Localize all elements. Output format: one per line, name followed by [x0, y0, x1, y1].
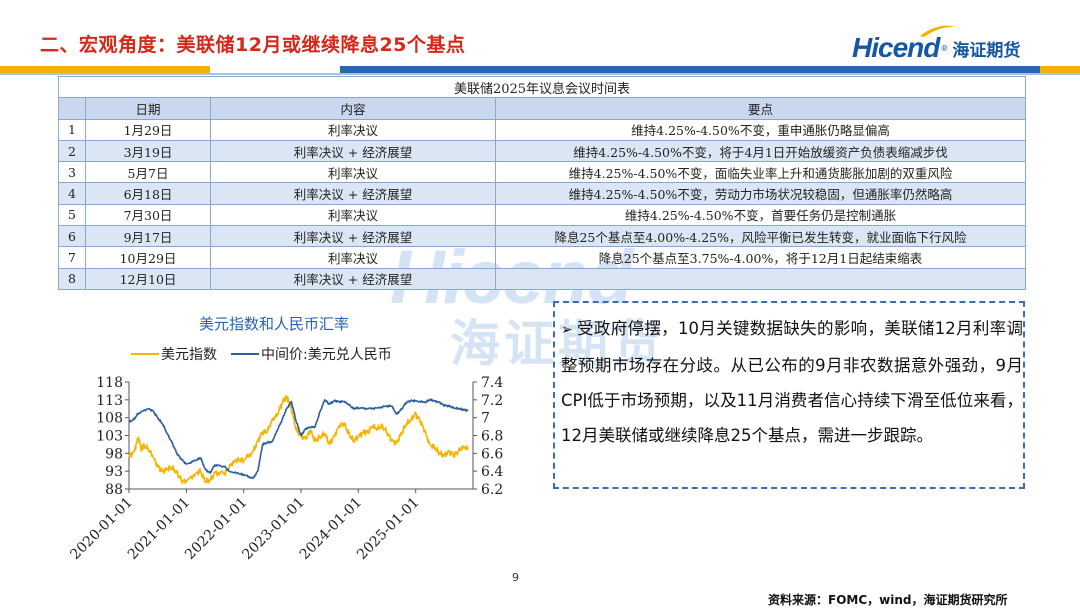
page-title: 二、宏观角度：美联储12月或继续降息25个基点 [40, 34, 466, 56]
table-row: 3 5月7日 利率决议 维持4.25%-4.50%不变，面临失业率上升和通货膨胀加剧的… [58, 161, 1026, 184]
y-right-tick-label: 6.2 [481, 482, 503, 498]
y-left-tick-label: 98 [105, 446, 123, 462]
legend-swatch-usd-index [131, 353, 159, 355]
chart-legend: 美元指数 中间价:美元兑人民币 [131, 344, 392, 364]
logo-swoosh-icon [920, 25, 956, 37]
x-tick-label: 2025-01-01 [354, 495, 422, 563]
series-line-usd-index [128, 394, 469, 485]
header-divider-thin [0, 73, 1080, 75]
y-left-tick-label: 118 [96, 375, 123, 391]
logo-text: Hicend [852, 32, 940, 63]
table-row: 8 12月10日 利率决议 + 经济展望 [58, 267, 1026, 290]
y-right-tick-label: 6.4 [481, 464, 503, 480]
commentary-box: ➢ 受政府停摆，10月关键数据缺失的影响，美联储12月利率调整预期市场存在分歧。从… [553, 301, 1025, 489]
y-right-tick-label: 6.8 [481, 429, 503, 445]
source-note: 资料来源：FOMC，wind，海证期货研究所 [768, 593, 1008, 607]
logo-cn: 海证期货 [952, 40, 1021, 61]
column-header [58, 97, 86, 120]
y-left-tick-label: 113 [96, 393, 123, 409]
table-row: 5 7月30日 利率决议 维持4.25%-4.50%不变，首要任务仍是控制通胀 [58, 203, 1026, 227]
commentary-text: ➢ 受政府停摆，10月关键数据缺失的影响，美联储12月利率调整预期市场存在分歧。从… [561, 319, 1023, 445]
y-right-tick-label: 7 [481, 411, 490, 427]
y-right-tick-label: 7.2 [481, 393, 503, 409]
chart-title: 美元指数和人民币汇率 [199, 315, 350, 333]
series-line-usdcny [128, 398, 469, 480]
legend-swatch-usdcny [231, 353, 259, 355]
table-row: 4 6月18日 利率决议 + 经济展望 维持4.25%-4.50%不变，劳动力市场状况… [58, 182, 1026, 205]
y-right-tick-label: 7.4 [481, 375, 503, 391]
y-right-tick-label: 6.6 [481, 446, 503, 462]
column-header: 日期 [85, 97, 211, 120]
table-row: 6 9月17日 利率决议 + 经济展望 降息25个基点至4.00%-4.25%，风险平… [58, 225, 1026, 248]
y-left-tick-label: 108 [96, 411, 123, 427]
y-left-tick-label: 88 [105, 482, 123, 498]
bullet-arrow-icon: ➢ [561, 322, 573, 338]
company-logo: Hicend ® 海证期货 [852, 25, 1021, 68]
table-caption: 美联储2025年议息会议时间表 [58, 75, 1026, 99]
fomc-schedule-table: 美联储2025年议息会议时间表 日期 内容 要点 1 1月29日 利率决议 维持4.2… [58, 75, 1026, 290]
column-header: 内容 [210, 97, 496, 120]
page-number: 9 [512, 571, 519, 584]
y-left-tick-label: 103 [96, 429, 123, 445]
table-row: 2 3月19日 利率决议 + 经济展望 维持4.25%-4.50%不变，将于4月1日开… [58, 139, 1026, 163]
table-row: 7 10月29日 利率决议 降息25个基点至3.75%-4.00%，将于12月1日起结… [58, 246, 1026, 269]
header-divider [0, 66, 1080, 73]
table-row: 1 1月29日 利率决议 维持4.25%-4.50%不变，重申通胀仍略显偏高 [58, 118, 1026, 141]
legend-label-usd-index: 美元指数 [161, 347, 217, 363]
legend-label-usdcny: 中间价:美元兑人民币 [261, 347, 392, 363]
column-header: 要点 [495, 97, 1026, 120]
y-left-tick-label: 93 [105, 464, 123, 480]
